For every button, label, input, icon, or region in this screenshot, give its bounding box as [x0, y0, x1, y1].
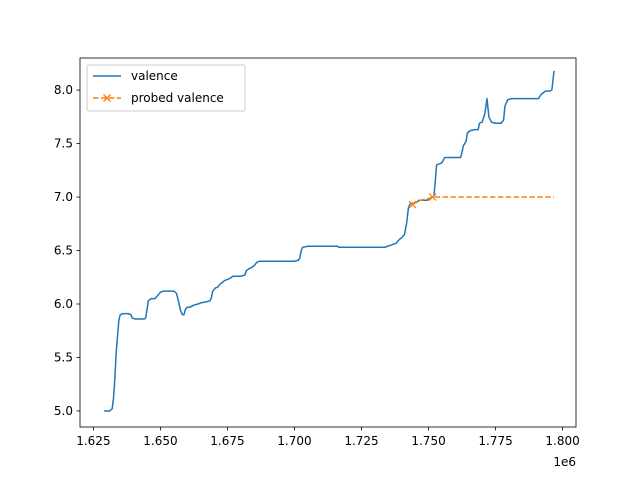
y-tick-label: 6.5 [54, 244, 73, 258]
plot-frame [79, 57, 577, 428]
x-tick-label: 1.700 [277, 434, 311, 448]
x-tick-label: 1.675 [210, 434, 244, 448]
y-tick-label: 6.0 [54, 297, 73, 311]
legend-frame [86, 64, 246, 112]
x-tick-label: 1.775 [478, 434, 512, 448]
x-tick-label: 1.800 [545, 434, 579, 448]
legend-label-probed-valence: probed valence [131, 91, 224, 105]
x-tick-label: 1.625 [76, 434, 110, 448]
legend: valence probed valence [86, 64, 246, 112]
x-axis-offset-label: 1e6 [553, 455, 576, 469]
legend-marker-probed-valence [103, 94, 111, 102]
data-point-probed-valence [408, 200, 417, 209]
series-line-valence [104, 70, 555, 412]
x-tick-label: 1.725 [344, 434, 378, 448]
series-layer [104, 70, 555, 412]
x-tick-label: 1.650 [143, 434, 177, 448]
legend-label-valence: valence [131, 69, 178, 83]
y-axis: 5.0 5.5 6.0 6.5 7.0 7.5 8.0 [54, 83, 80, 418]
y-tick-label: 5.0 [54, 404, 73, 418]
x-axis: 1.625 1.650 1.675 1.700 1.725 1.750 1.775 1.800 [76, 427, 580, 448]
plot-area [80, 58, 576, 427]
data-point-probed-valence [428, 193, 437, 202]
y-tick-label: 7.5 [54, 137, 73, 151]
x-tick-label: 1.750 [411, 434, 445, 448]
y-tick-label: 5.5 [54, 350, 73, 364]
y-tick-label: 7.0 [54, 190, 73, 204]
y-tick-label: 8.0 [54, 83, 73, 97]
series-line-probed-valence [412, 196, 555, 206]
